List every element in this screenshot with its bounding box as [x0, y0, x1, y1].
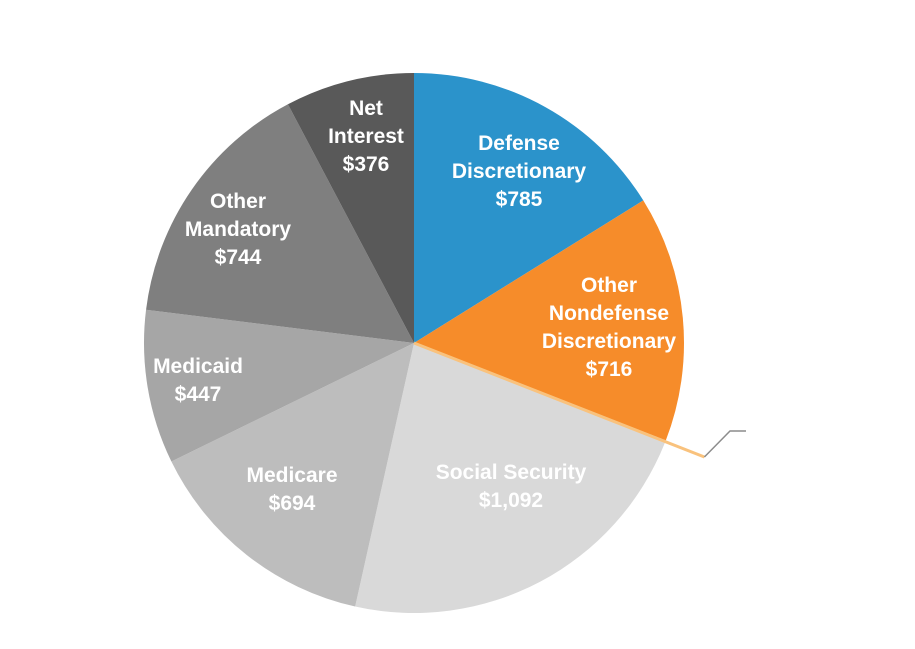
slice-name-nondefense: Discretionary: [542, 330, 677, 353]
slice-name-medicare: Medicare: [246, 464, 337, 487]
slice-name-energy: Energy RD&D: [691, 385, 829, 408]
slice-value-defense: $785: [496, 188, 543, 211]
slice-label-social-security: Social Security $1,092: [436, 461, 587, 512]
slice-labels: Defense Discretionary $785 Other Nondefense D…: [153, 97, 829, 515]
pie-slice-net-interest: [287, 73, 414, 343]
slice-value-energy: $8: [748, 413, 772, 436]
pie-slice-nondefense: [414, 200, 684, 441]
slice-label-defense: Defense Discretionary $785: [452, 132, 587, 211]
slice-name-defense: Discretionary: [452, 160, 587, 183]
slice-name-net-interest: Interest: [328, 125, 404, 148]
leader-line-energy: [703, 430, 746, 458]
slice-value-medicaid: $447: [175, 383, 222, 406]
slice-name-medicaid: Medicaid: [153, 355, 243, 378]
slice-label-other-mandatory: Other Mandatory $744: [185, 190, 292, 269]
slice-name-defense: Defense: [478, 132, 560, 155]
slice-name-other-mandatory: Other: [210, 190, 266, 213]
pie-slice-medicare: [171, 343, 414, 607]
pie-slice-medicaid: [143, 309, 415, 462]
slice-value-net-interest: $376: [343, 153, 390, 176]
pie-slice-social-security: [355, 343, 665, 613]
slice-label-energy: Energy RD&D $8: [691, 385, 829, 436]
slice-name-nondefense: Nondefense: [549, 302, 669, 325]
leader-lines: [413, 341, 746, 459]
slice-value-nondefense: $716: [586, 358, 633, 381]
pie-slice-defense: [414, 73, 644, 343]
pie-slices: [143, 73, 684, 613]
slice-name-other-mandatory: Mandatory: [185, 218, 292, 241]
slice-value-social-security: $1,092: [479, 489, 543, 512]
pie-slice-energy-extension: [413, 341, 705, 459]
slice-label-nondefense: Other Nondefense Discretionary $716: [542, 274, 677, 381]
slice-label-medicaid: Medicaid $447: [153, 355, 243, 406]
slice-name-net-interest: Net: [349, 97, 383, 120]
slice-label-net-interest: Net Interest $376: [328, 97, 404, 176]
slice-label-medicare: Medicare $694: [246, 464, 337, 515]
slice-name-nondefense: Other: [581, 274, 637, 297]
slice-value-medicare: $694: [269, 492, 316, 515]
slice-name-social-security: Social Security: [436, 461, 587, 484]
slice-value-other-mandatory: $744: [215, 246, 262, 269]
pie-slice-other-mandatory: [146, 104, 415, 343]
